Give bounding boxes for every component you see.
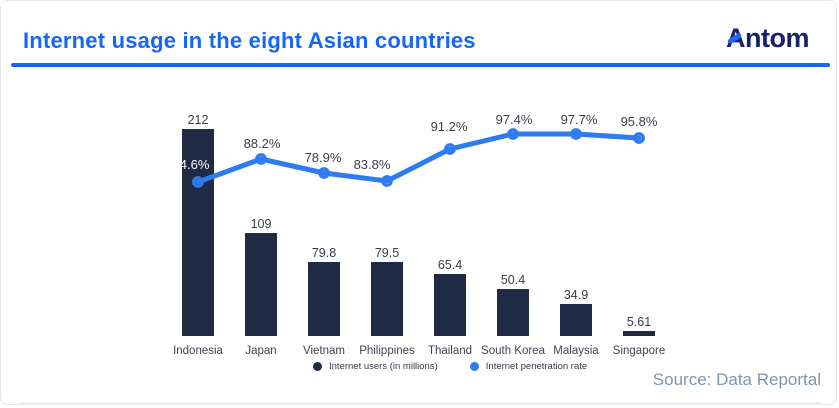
bar-philippines bbox=[371, 262, 403, 336]
bar-value-label-malaysia: 34.9 bbox=[563, 288, 589, 302]
line-point-thailand bbox=[444, 143, 456, 155]
title-underline bbox=[11, 63, 830, 67]
rate-value-label-singapore: 95.8% bbox=[620, 114, 658, 129]
line-point-philippines bbox=[381, 175, 393, 187]
bar-japan bbox=[245, 233, 277, 336]
bar-value-label-thailand: 65.4 bbox=[437, 258, 463, 272]
line-point-japan bbox=[255, 153, 267, 165]
bar-value-label-south-korea: 50.4 bbox=[500, 273, 526, 287]
category-label-philippines: Philippines bbox=[359, 345, 415, 357]
legend-item-penetration-rate: Internet penetration rate bbox=[469, 361, 588, 372]
legend-users-label: Internet users (in millions) bbox=[329, 361, 438, 372]
line-point-south-korea bbox=[507, 128, 519, 140]
rate-value-label-vietnam: 78.9% bbox=[304, 150, 342, 165]
bar-malaysia bbox=[560, 304, 592, 336]
bar-value-label-vietnam: 79.8 bbox=[311, 246, 337, 260]
rate-value-label-japan: 88.2% bbox=[243, 136, 281, 151]
category-label-vietnam: Vietnam bbox=[303, 345, 345, 357]
chart-legend: Internet users (in millions) Internet pe… bbox=[313, 361, 587, 372]
bar-singapore bbox=[623, 331, 655, 336]
bar-value-label-indonesia: 212 bbox=[187, 113, 209, 127]
category-label-indonesia: Indonesia bbox=[173, 345, 223, 357]
legend-item-internet-users: Internet users (in millions) bbox=[313, 361, 438, 372]
bottom-divider bbox=[19, 402, 822, 404]
bar-value-label-singapore: 5.61 bbox=[626, 315, 652, 329]
rate-value-label-indonesia: 74.6% bbox=[172, 157, 210, 172]
antom-logo: Antom bbox=[726, 23, 809, 54]
line-point-vietnam bbox=[318, 167, 330, 179]
rate-value-label-south-korea: 97.4% bbox=[495, 112, 533, 127]
page-title: Internet usage in the eight Asian countr… bbox=[23, 28, 476, 53]
legend-users-swatch-icon bbox=[313, 362, 322, 371]
source-attribution: Source: Data Reportal bbox=[652, 370, 821, 389]
bar-value-label-japan: 109 bbox=[250, 217, 272, 231]
bar-south-korea bbox=[497, 289, 529, 336]
rate-value-label-philippines: 83.8% bbox=[353, 157, 391, 172]
category-label-south-korea: South Korea bbox=[481, 345, 545, 357]
bar-thailand bbox=[434, 274, 466, 336]
line-point-singapore bbox=[633, 132, 645, 144]
bar-vietnam bbox=[308, 262, 340, 336]
category-label-thailand: Thailand bbox=[427, 345, 473, 357]
rate-value-label-thailand: 91.2% bbox=[430, 119, 468, 134]
antom-logo-text: Antom bbox=[726, 23, 809, 53]
legend-penetration-label: Internet penetration rate bbox=[485, 361, 588, 372]
legend-penetration-swatch-icon bbox=[469, 362, 479, 371]
category-label-malaysia: Malaysia bbox=[553, 345, 599, 357]
category-label-singapore: Singapore bbox=[612, 345, 666, 357]
line-point-malaysia bbox=[570, 128, 582, 140]
category-label-japan: Japan bbox=[245, 345, 277, 357]
bar-value-label-philippines: 79.5 bbox=[374, 246, 400, 260]
rate-value-label-malaysia: 97.7% bbox=[560, 112, 598, 127]
